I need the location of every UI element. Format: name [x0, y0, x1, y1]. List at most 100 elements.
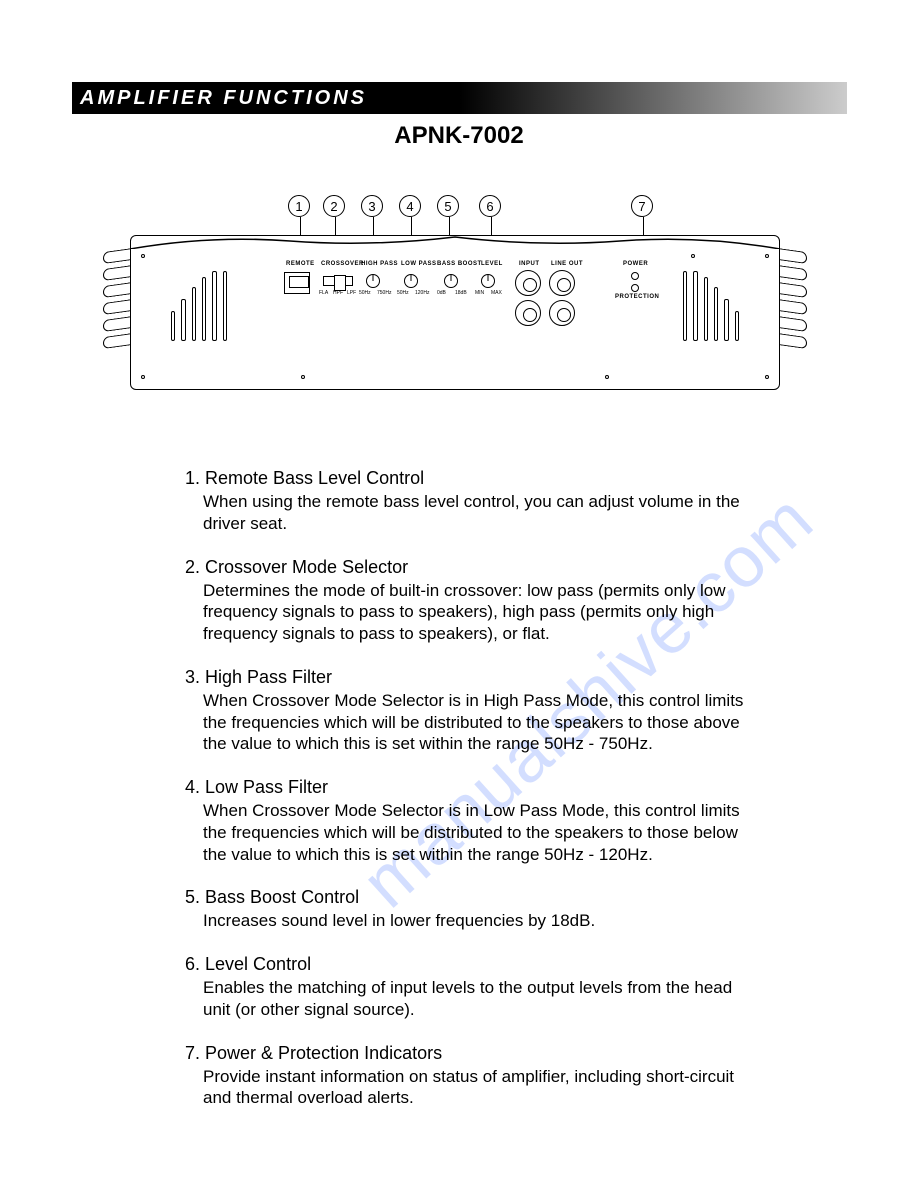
remote-port: [284, 272, 310, 294]
rca-input-l: [515, 270, 541, 296]
mini-level-right: MAX: [491, 290, 502, 296]
function-title-text: High Pass Filter: [205, 667, 332, 687]
rca-jacks: [515, 270, 585, 330]
function-title: 1. Remote Bass Level Control: [185, 468, 750, 489]
function-item-7: 7. Power & Protection IndicatorsProvide …: [185, 1043, 750, 1110]
function-body: When Crossover Mode Selector is in High …: [185, 690, 750, 755]
label-highpass: HIGH PASS: [361, 261, 398, 267]
vent-bar: [223, 271, 227, 341]
function-item-3: 3. High Pass FilterWhen Crossover Mode S…: [185, 667, 750, 755]
function-body: Provide instant information on status of…: [185, 1066, 750, 1110]
amplifier-diagram: 1234567 REMOTE CROSSOVER FLA HPF LPF HIG…: [105, 195, 805, 405]
mini-level-left: MIN: [475, 290, 484, 296]
function-title-text: Power & Protection Indicators: [205, 1043, 442, 1063]
vent-bar: [724, 299, 728, 341]
vent-bar: [683, 271, 687, 341]
function-item-4: 4. Low Pass FilterWhen Crossover Mode Se…: [185, 777, 750, 865]
callout-5: 5: [437, 195, 461, 217]
label-protection: PROTECTION: [615, 294, 659, 300]
level-knob: [481, 274, 495, 288]
function-title: 6. Level Control: [185, 954, 750, 975]
function-title: 7. Power & Protection Indicators: [185, 1043, 750, 1064]
vent-slots-left: [171, 271, 227, 341]
label-input: INPUT: [519, 261, 540, 267]
screw-icon: [691, 254, 695, 258]
callout-6: 6: [479, 195, 503, 217]
vent-bar: [693, 271, 697, 341]
function-number: 4.: [185, 777, 205, 797]
vent-bar: [212, 271, 216, 341]
function-item-5: 5. Bass Boost ControlIncreases sound lev…: [185, 887, 750, 932]
power-led: [631, 272, 639, 280]
callout-number: 2: [323, 195, 345, 217]
protection-led: [631, 284, 639, 292]
function-number: 2.: [185, 557, 205, 577]
header-banner-text: AMPLIFIER FUNCTIONS: [80, 87, 367, 110]
function-title: 4. Low Pass Filter: [185, 777, 750, 798]
mini-crossover-right: LPF: [347, 290, 356, 296]
screw-icon: [765, 254, 769, 258]
function-number: 6.: [185, 954, 205, 974]
heatsink-fins-right: [777, 250, 807, 370]
callout-3: 3: [361, 195, 385, 217]
callout-number: 3: [361, 195, 383, 217]
header-banner: AMPLIFIER FUNCTIONS: [72, 82, 847, 114]
highpass-knob: [366, 274, 380, 288]
screw-icon: [141, 375, 145, 379]
callout-number: 5: [437, 195, 459, 217]
functions-list: 1. Remote Bass Level ControlWhen using t…: [185, 468, 750, 1131]
function-title-text: Level Control: [205, 954, 311, 974]
mini-crossover-mid: HPF: [333, 290, 343, 296]
function-title: 3. High Pass Filter: [185, 667, 750, 688]
vent-slots-right: [683, 271, 739, 341]
label-lineout: LINE OUT: [551, 261, 583, 267]
function-title-text: Low Pass Filter: [205, 777, 328, 797]
function-body: When Crossover Mode Selector is in Low P…: [185, 800, 750, 865]
vent-bar: [202, 277, 206, 341]
function-number: 1.: [185, 468, 205, 488]
vent-bar: [704, 277, 708, 341]
label-crossover: CROSSOVER: [321, 261, 364, 267]
callout-7: 7: [631, 195, 655, 217]
function-body: Determines the mode of built-in crossove…: [185, 580, 750, 645]
callout-2: 2: [323, 195, 347, 217]
callout-4: 4: [399, 195, 423, 217]
bassboost-knob: [444, 274, 458, 288]
function-body: When using the remote bass level control…: [185, 491, 750, 535]
function-body: Enables the matching of input levels to …: [185, 977, 750, 1021]
function-title-text: Remote Bass Level Control: [205, 468, 424, 488]
label-bassboost: BASS BOOST: [437, 261, 482, 267]
label-remote: REMOTE: [286, 261, 315, 267]
function-title: 2. Crossover Mode Selector: [185, 557, 750, 578]
function-title: 5. Bass Boost Control: [185, 887, 750, 908]
mini-lp-left: 50Hz: [397, 290, 409, 296]
callout-number: 6: [479, 195, 501, 217]
function-number: 3.: [185, 667, 205, 687]
screw-icon: [301, 375, 305, 379]
model-title: APNK-7002: [0, 122, 918, 150]
vent-bar: [171, 311, 175, 341]
crossover-toggle: [323, 276, 353, 286]
function-number: 7.: [185, 1043, 205, 1063]
function-title-text: Bass Boost Control: [205, 887, 359, 907]
mini-bb-left: 0dB: [437, 290, 446, 296]
callout-number: 1: [288, 195, 310, 217]
rca-input-r: [515, 300, 541, 326]
callout-number: 7: [631, 195, 653, 217]
label-power: POWER: [623, 261, 648, 267]
callout-number: 4: [399, 195, 421, 217]
rca-lineout-l: [549, 270, 575, 296]
function-item-1: 1. Remote Bass Level ControlWhen using t…: [185, 468, 750, 535]
panel-top-curve: [130, 235, 780, 249]
label-lowpass: LOW PASS: [401, 261, 437, 267]
lowpass-knob: [404, 274, 418, 288]
mini-hp-right: 750Hz: [377, 290, 391, 296]
heatsink-fins-left: [103, 250, 133, 370]
vent-bar: [192, 287, 196, 341]
function-number: 5.: [185, 887, 205, 907]
function-item-6: 6. Level ControlEnables the matching of …: [185, 954, 750, 1021]
function-title-text: Crossover Mode Selector: [205, 557, 408, 577]
function-body: Increases sound level in lower frequenci…: [185, 910, 750, 932]
function-item-2: 2. Crossover Mode SelectorDetermines the…: [185, 557, 750, 645]
vent-bar: [714, 287, 718, 341]
